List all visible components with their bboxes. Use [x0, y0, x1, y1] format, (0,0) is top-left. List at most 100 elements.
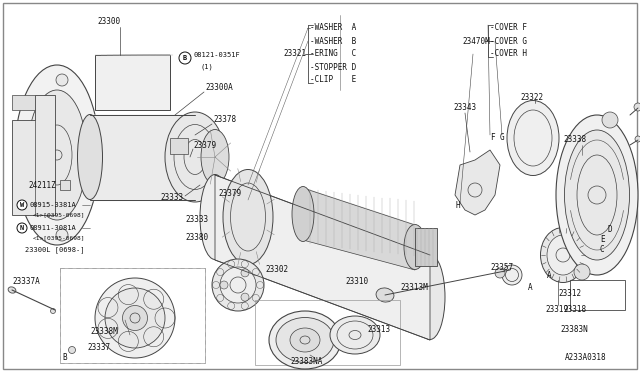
Ellipse shape	[330, 316, 380, 354]
Ellipse shape	[290, 328, 320, 352]
Text: 08915-3381A: 08915-3381A	[30, 202, 77, 208]
Ellipse shape	[165, 112, 225, 202]
Text: <1>[0395-0698]: <1>[0395-0698]	[33, 235, 86, 241]
Ellipse shape	[547, 235, 579, 275]
Ellipse shape	[597, 242, 617, 262]
Text: 23337A: 23337A	[12, 278, 40, 286]
Text: -WASHER  B: -WASHER B	[310, 36, 356, 45]
Text: 23310: 23310	[345, 278, 368, 286]
Text: <1>[0395-0698]: <1>[0395-0698]	[33, 212, 86, 218]
Ellipse shape	[77, 115, 102, 199]
Text: N: N	[20, 225, 24, 231]
Text: 23302: 23302	[265, 266, 288, 275]
Text: F: F	[490, 134, 495, 142]
Text: 23383N: 23383N	[560, 326, 588, 334]
Text: H: H	[455, 201, 460, 209]
Ellipse shape	[602, 112, 618, 128]
Circle shape	[17, 200, 27, 210]
Text: -COVER H: -COVER H	[490, 49, 527, 58]
Ellipse shape	[574, 264, 590, 280]
Ellipse shape	[269, 311, 341, 369]
Text: A: A	[547, 270, 552, 279]
Ellipse shape	[68, 346, 76, 353]
Ellipse shape	[564, 130, 630, 260]
Ellipse shape	[182, 115, 207, 199]
Polygon shape	[215, 175, 430, 340]
Text: -COVER G: -COVER G	[490, 36, 527, 45]
Text: 23300: 23300	[97, 17, 120, 26]
Text: 23333: 23333	[185, 215, 208, 224]
Text: 23300L [0698-]: 23300L [0698-]	[25, 247, 84, 253]
Polygon shape	[455, 150, 500, 215]
Ellipse shape	[276, 317, 334, 362]
Circle shape	[17, 223, 27, 233]
Text: A233A0318: A233A0318	[565, 353, 607, 362]
Polygon shape	[12, 95, 35, 110]
Ellipse shape	[56, 229, 68, 241]
Text: 23343: 23343	[453, 103, 476, 112]
Ellipse shape	[15, 65, 99, 245]
Text: G: G	[500, 134, 504, 142]
Text: 23333: 23333	[160, 193, 183, 202]
Text: -STOPPER D: -STOPPER D	[310, 62, 356, 71]
Ellipse shape	[241, 269, 249, 277]
Ellipse shape	[507, 100, 559, 176]
Ellipse shape	[415, 254, 445, 340]
Text: B: B	[63, 353, 67, 362]
Ellipse shape	[404, 224, 426, 269]
Ellipse shape	[556, 115, 638, 275]
Ellipse shape	[634, 103, 640, 111]
Text: 23319: 23319	[545, 305, 568, 314]
Text: -COVER F: -COVER F	[490, 23, 527, 32]
Text: 23321: 23321	[283, 49, 306, 58]
Text: A: A	[528, 282, 532, 292]
Ellipse shape	[541, 228, 586, 282]
Ellipse shape	[56, 74, 68, 86]
Text: -ERING   C: -ERING C	[310, 49, 356, 58]
Ellipse shape	[105, 288, 165, 348]
Ellipse shape	[201, 129, 229, 185]
Text: 23338M: 23338M	[90, 327, 118, 337]
Ellipse shape	[376, 288, 394, 302]
Text: 23378: 23378	[213, 115, 236, 125]
Bar	[95, 55, 170, 110]
Text: C: C	[600, 246, 605, 254]
Ellipse shape	[200, 174, 230, 260]
Ellipse shape	[241, 293, 249, 301]
Text: 23383NA: 23383NA	[290, 357, 323, 366]
Text: B: B	[183, 55, 187, 61]
Text: E: E	[600, 235, 605, 244]
Text: 23337: 23337	[87, 343, 110, 353]
Bar	[60, 268, 205, 363]
Bar	[255, 300, 400, 365]
Ellipse shape	[8, 287, 16, 293]
Text: W: W	[20, 202, 24, 208]
Bar	[60, 180, 70, 190]
Text: (1): (1)	[200, 64, 212, 70]
Text: 08911-3081A: 08911-3081A	[30, 225, 77, 231]
Text: 23318: 23318	[563, 305, 586, 314]
Ellipse shape	[27, 90, 87, 220]
Ellipse shape	[122, 305, 147, 330]
Text: 23313: 23313	[367, 326, 390, 334]
Bar	[415, 228, 437, 266]
Text: D: D	[608, 225, 612, 234]
Ellipse shape	[51, 308, 56, 314]
Text: -WASHER  A: -WASHER A	[310, 23, 356, 32]
Text: 23379: 23379	[193, 141, 216, 150]
Text: 23312: 23312	[558, 289, 581, 298]
Ellipse shape	[220, 267, 256, 303]
Polygon shape	[303, 188, 415, 270]
Ellipse shape	[223, 170, 273, 264]
Text: 23379: 23379	[218, 189, 241, 199]
Circle shape	[179, 52, 191, 64]
Text: 23300A: 23300A	[205, 83, 233, 93]
Text: 24211Z: 24211Z	[28, 180, 56, 189]
Text: 23313M: 23313M	[400, 282, 428, 292]
Polygon shape	[12, 95, 55, 215]
Ellipse shape	[292, 186, 314, 241]
Bar	[170, 138, 188, 154]
Ellipse shape	[635, 136, 640, 142]
Text: 23357: 23357	[490, 263, 513, 273]
Text: 23470M: 23470M	[462, 36, 490, 45]
